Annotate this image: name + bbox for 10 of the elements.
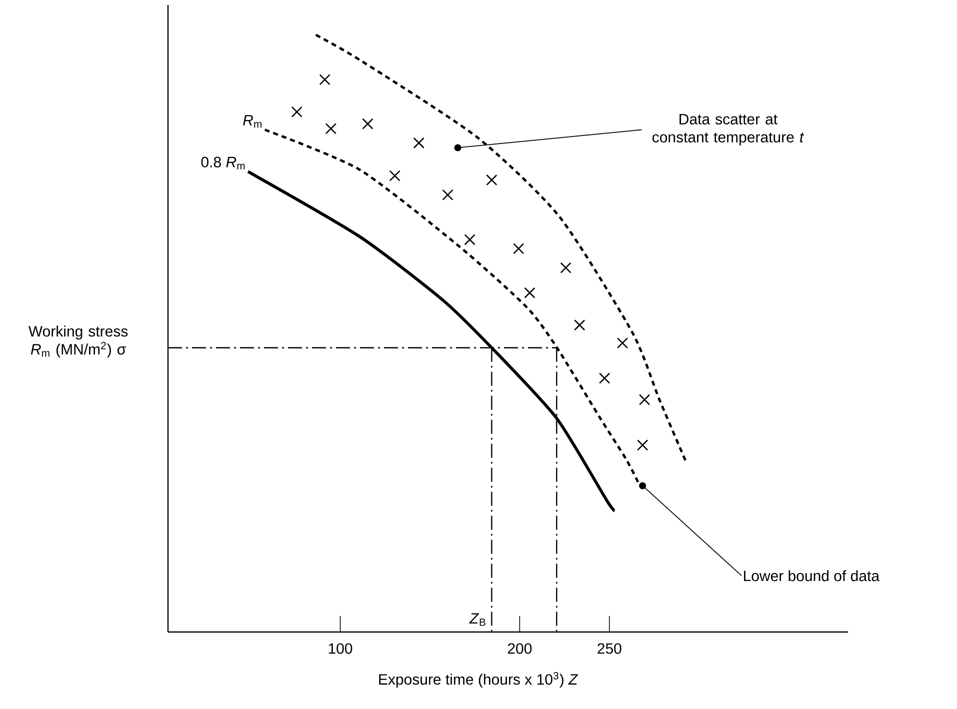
x-axis-title: Exposure time (hours x 10$^{3}$) Z: [379, 672, 578, 688]
annotation: Lower bound of data: [744, 570, 880, 582]
x-tick-label: 100: [328, 643, 352, 654]
series-label: R$_{m}$: [243, 115, 262, 128]
x-tick-label: 200: [508, 643, 532, 654]
y-axis-title: Working stress R$_{m}$ (MN/m$^{2}$) σ: [28, 326, 128, 358]
series-label: 0.8 R$_{m}$: [201, 156, 245, 170]
annotation: Z$_{B}$: [469, 613, 486, 626]
x-tick-label: 250: [598, 643, 622, 654]
annotation: Data scatter at constant temperature t: [652, 114, 804, 146]
